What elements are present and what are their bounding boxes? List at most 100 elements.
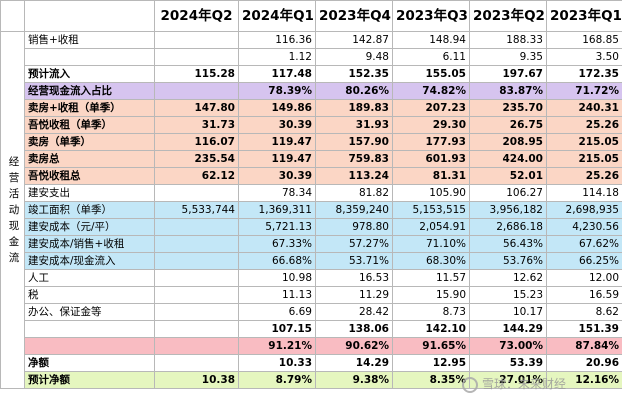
cell-value: 142.10 [392,320,470,338]
row-label [24,337,155,355]
cell-value: 144.29 [469,320,547,338]
cell-value: 57.27% [315,235,393,253]
cell-value: 207.23 [392,99,470,117]
row-label: 建安支出 [24,184,155,202]
cell-value [154,269,239,287]
row-label: 办公、保证金等 [24,303,155,321]
row-label: 预计净额 [24,371,155,389]
cell-value: 10.98 [238,269,316,287]
cell-value: 11.29 [315,286,393,304]
row-label: 税 [24,286,155,304]
cell-value: 9.48 [315,48,393,66]
cell-value: 53.76% [469,252,547,270]
header-2024q2: 2024年Q2 [154,0,239,32]
cell-value: 172.35 [546,65,622,83]
cell-value [154,48,239,66]
header-2023q1: 2023年Q1 [546,0,622,32]
cell-value [154,31,239,49]
cell-value: 3,956,182 [469,201,547,219]
header-2023q3: 2023年Q3 [392,0,470,32]
cell-value: 215.05 [546,150,622,168]
header-label-col [24,0,155,32]
cell-value: 81.82 [315,184,393,202]
row-label: 竣工面积（单季） [24,201,155,219]
cell-value: 147.80 [154,99,239,117]
cell-value: 30.39 [238,167,316,185]
table-row: 经营现金流入占比 78.39% 80.26% 74.82% 83.87% 71.72% [1,82,622,100]
row-label: 建安成本/现金流入 [24,252,155,270]
cell-value: 56.43% [469,235,547,253]
cell-value: 78.39% [238,82,316,100]
cell-value: 30.39 [238,116,316,134]
cell-value: 148.94 [392,31,470,49]
cell-value: 6.69 [238,303,316,321]
cell-value: 25.26 [546,116,622,134]
cell-value: 71.10% [392,235,470,253]
cell-value: 107.15 [238,320,316,338]
header-2024q1: 2024年Q1 [238,0,316,32]
row-label: 净额 [24,354,155,372]
cell-value: 90.62% [315,337,393,355]
cell-value: 20.96 [546,354,622,372]
cell-value: 155.05 [392,65,470,83]
cell-value: 15.90 [392,286,470,304]
row-label: 吾悦收租总 [24,167,155,185]
cell-value [154,218,239,236]
cell-value [154,303,239,321]
cell-value: 235.70 [469,99,547,117]
cell-value: 11.57 [392,269,470,287]
cell-value: 6.11 [392,48,470,66]
cell-value: 116.36 [238,31,316,49]
cell-value: 759.83 [315,150,393,168]
cell-value: 87.84% [546,337,622,355]
cell-value: 113.24 [315,167,393,185]
cell-value: 240.31 [546,99,622,117]
cell-value: 151.39 [546,320,622,338]
row-label: 建安成本/销售+收租 [24,235,155,253]
cell-value: 2,698,935 [546,201,622,219]
header-2023q2: 2023年Q2 [469,0,547,32]
table-row: 吾悦收租（单季） 31.73 30.39 31.93 29.30 26.75 25.26 [1,116,622,134]
cell-value: 117.48 [238,65,316,83]
cell-value: 81.31 [392,167,470,185]
cell-value: 168.85 [546,31,622,49]
cell-value: 74.82% [392,82,470,100]
cell-value: 91.65% [392,337,470,355]
table-row: 预计流入 115.28 117.48 152.35 155.05 197.67 172.35 [1,65,622,83]
row-label: 卖房+收租（单季） [24,99,155,117]
cell-value: 83.87% [469,82,547,100]
cell-value: 5,721.13 [238,218,316,236]
cell-value: 235.54 [154,150,239,168]
table-row: 竣工面积（单季） 5,533,744 1,369,311 8,359,240 5,153… [1,201,622,219]
cell-value: 53.71% [315,252,393,270]
row-label [24,48,155,66]
cell-value: 67.33% [238,235,316,253]
table-row: 经营活动现金流 销售+收租 116.36 142.87 148.94 188.33 168.… [0,31,622,389]
row-label: 预计流入 [24,65,155,83]
header-2023q4: 2023年Q4 [315,0,393,32]
table-row: 91.21% 90.62% 91.65% 73.00% 87.84% [1,337,622,355]
cell-value: 142.87 [315,31,393,49]
row-label: 建安成本（元/平） [24,218,155,236]
cell-value: 114.18 [546,184,622,202]
row-label [24,320,155,338]
table-row: 卖房（单季） 116.07 119.47 157.90 177.93 208.95 215.… [1,133,622,151]
cell-value: 188.33 [469,31,547,49]
cell-value: 16.53 [315,269,393,287]
cell-value: 197.67 [469,65,547,83]
table-row: 办公、保证金等 6.69 28.42 8.73 10.17 8.62 [1,303,622,321]
table-row: 卖房+收租（单季） 147.80 149.86 189.83 207.23 235.70 2… [1,99,622,117]
cash-flow-table: 2024年Q2 2024年Q1 2023年Q4 2023年Q3 2023年Q2 … [0,0,622,389]
cell-value: 149.86 [238,99,316,117]
cell-value: 12.62 [469,269,547,287]
cell-value: 8.79% [238,371,316,389]
cell-value: 1.12 [238,48,316,66]
cell-value: 2,686.18 [469,218,547,236]
cell-value [154,184,239,202]
cell-value: 53.39 [469,354,547,372]
cell-value: 601.93 [392,150,470,168]
cell-value: 66.25% [546,252,622,270]
cell-value: 1,369,311 [238,201,316,219]
cell-value [154,82,239,100]
